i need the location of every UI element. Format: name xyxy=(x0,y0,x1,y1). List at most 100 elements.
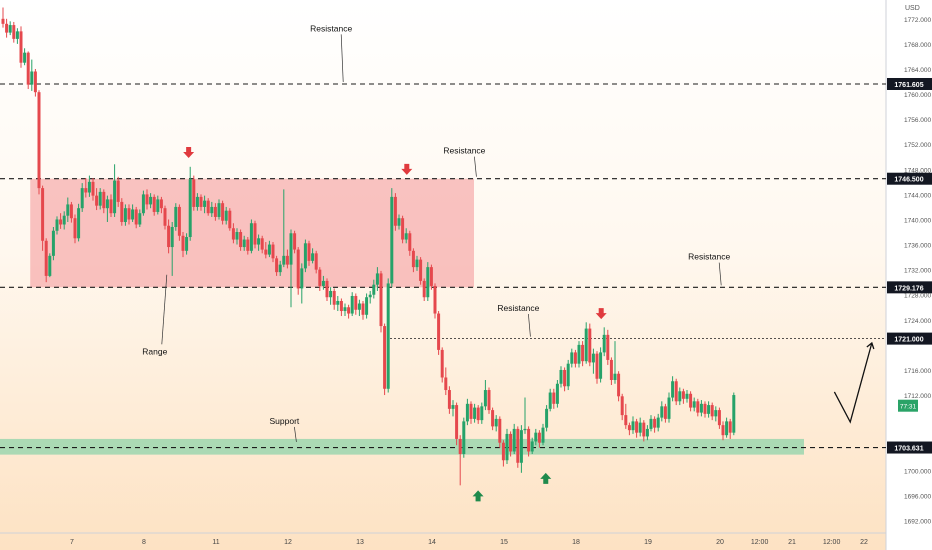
candle-body xyxy=(573,352,577,364)
candle-body xyxy=(350,295,354,314)
annotation-resistance: Resistance xyxy=(310,23,352,33)
candle-body xyxy=(203,200,207,207)
candle-body xyxy=(109,199,113,214)
y-tick-label: 1728.000 xyxy=(904,293,931,300)
y-tick-label: 1732.000 xyxy=(904,268,931,275)
red-down-arrow-icon xyxy=(183,147,195,159)
level-badge-1721.000 xyxy=(887,332,932,345)
red-down-arrow-icon xyxy=(595,308,607,320)
candle-body xyxy=(699,403,703,413)
x-tick-label: 8 xyxy=(142,539,146,546)
candle-body xyxy=(296,249,300,289)
candle-body xyxy=(555,383,559,404)
candle-body xyxy=(235,232,239,240)
candle-body xyxy=(170,226,174,248)
candle-body xyxy=(372,284,376,295)
candle-body xyxy=(131,209,135,220)
candle-body xyxy=(91,181,95,196)
y-tick-label: 1712.000 xyxy=(904,393,931,400)
candle-body xyxy=(545,408,549,428)
y-tick-label: 1716.000 xyxy=(904,368,931,375)
candle-body xyxy=(357,303,361,310)
green-up-arrow-icon xyxy=(540,472,552,484)
candle-body xyxy=(62,215,66,225)
candle-body xyxy=(12,25,16,39)
annotation-pointer xyxy=(528,313,531,337)
candle-body xyxy=(167,225,171,248)
candle-body xyxy=(149,196,153,205)
candle-body xyxy=(422,280,426,298)
candle-body xyxy=(123,208,127,222)
y-tick-label: 1736.000 xyxy=(904,243,931,250)
candle-body xyxy=(440,349,444,378)
candle-body xyxy=(541,427,545,443)
x-tick-label: 19 xyxy=(644,539,652,546)
candle-body xyxy=(455,405,459,439)
candle-body xyxy=(728,421,732,433)
candle-body xyxy=(559,369,563,384)
candle-body xyxy=(595,353,599,379)
candle-body xyxy=(415,259,419,268)
currency-label: USD xyxy=(905,5,920,12)
candle-body xyxy=(584,328,588,362)
candle-body xyxy=(512,428,516,452)
annotation-resistance: Resistance xyxy=(443,146,485,156)
candle-body xyxy=(152,196,156,212)
candle-body xyxy=(267,244,271,255)
x-tick-label: 12 xyxy=(284,539,292,546)
candle-body xyxy=(95,195,99,206)
candle-body xyxy=(667,397,671,419)
candle-body xyxy=(293,233,297,250)
candle-body xyxy=(332,290,336,305)
level-label-1721.000: 1721.000 xyxy=(894,337,923,344)
candle-body xyxy=(174,206,178,227)
annotation-pointer xyxy=(340,34,344,83)
current-price-label: 77:31 xyxy=(900,404,917,411)
candle-body xyxy=(602,334,606,353)
y-tick-label: 1768.000 xyxy=(904,42,931,49)
candle-body xyxy=(692,401,696,408)
level-badge-1729.176 xyxy=(887,281,932,294)
candle-body xyxy=(617,373,621,397)
y-tick-label: 1740.000 xyxy=(904,217,931,224)
candle-body xyxy=(15,31,19,39)
candle-body xyxy=(505,433,509,461)
candle-body xyxy=(195,196,199,207)
candle-body xyxy=(660,406,664,418)
candle-body xyxy=(285,255,289,265)
y-tick-label: 1752.000 xyxy=(904,142,931,149)
y-tick-label: 1696.000 xyxy=(904,493,931,500)
candle-body xyxy=(163,208,167,226)
candle-body xyxy=(663,406,667,419)
candle-body xyxy=(537,432,541,443)
candle-body xyxy=(620,396,624,416)
candle-body xyxy=(257,238,261,245)
candle-body xyxy=(375,273,379,285)
annotation-pointer xyxy=(294,426,297,443)
candle-body xyxy=(365,297,369,315)
candle-body xyxy=(606,334,610,360)
candle-body xyxy=(447,390,451,409)
candle-body xyxy=(624,415,628,426)
candle-body xyxy=(678,391,682,402)
y-tick-label: 1748.000 xyxy=(904,167,931,174)
candle-body xyxy=(404,233,408,240)
candle-body xyxy=(177,206,181,236)
candle-body xyxy=(77,208,81,239)
candle-body xyxy=(717,410,721,426)
candle-body xyxy=(656,417,660,428)
candle-body xyxy=(314,253,318,270)
candle-body xyxy=(437,313,441,350)
candle-body xyxy=(685,393,689,399)
candle-body xyxy=(347,307,351,314)
candle-body xyxy=(383,326,387,389)
candle-body xyxy=(300,268,304,289)
candle-body xyxy=(411,250,415,268)
candle-body xyxy=(393,196,397,226)
candle-body xyxy=(199,196,203,207)
candle-body xyxy=(491,410,495,427)
candle-body xyxy=(278,264,282,273)
candle-body xyxy=(48,255,52,276)
candle-body xyxy=(105,199,109,209)
